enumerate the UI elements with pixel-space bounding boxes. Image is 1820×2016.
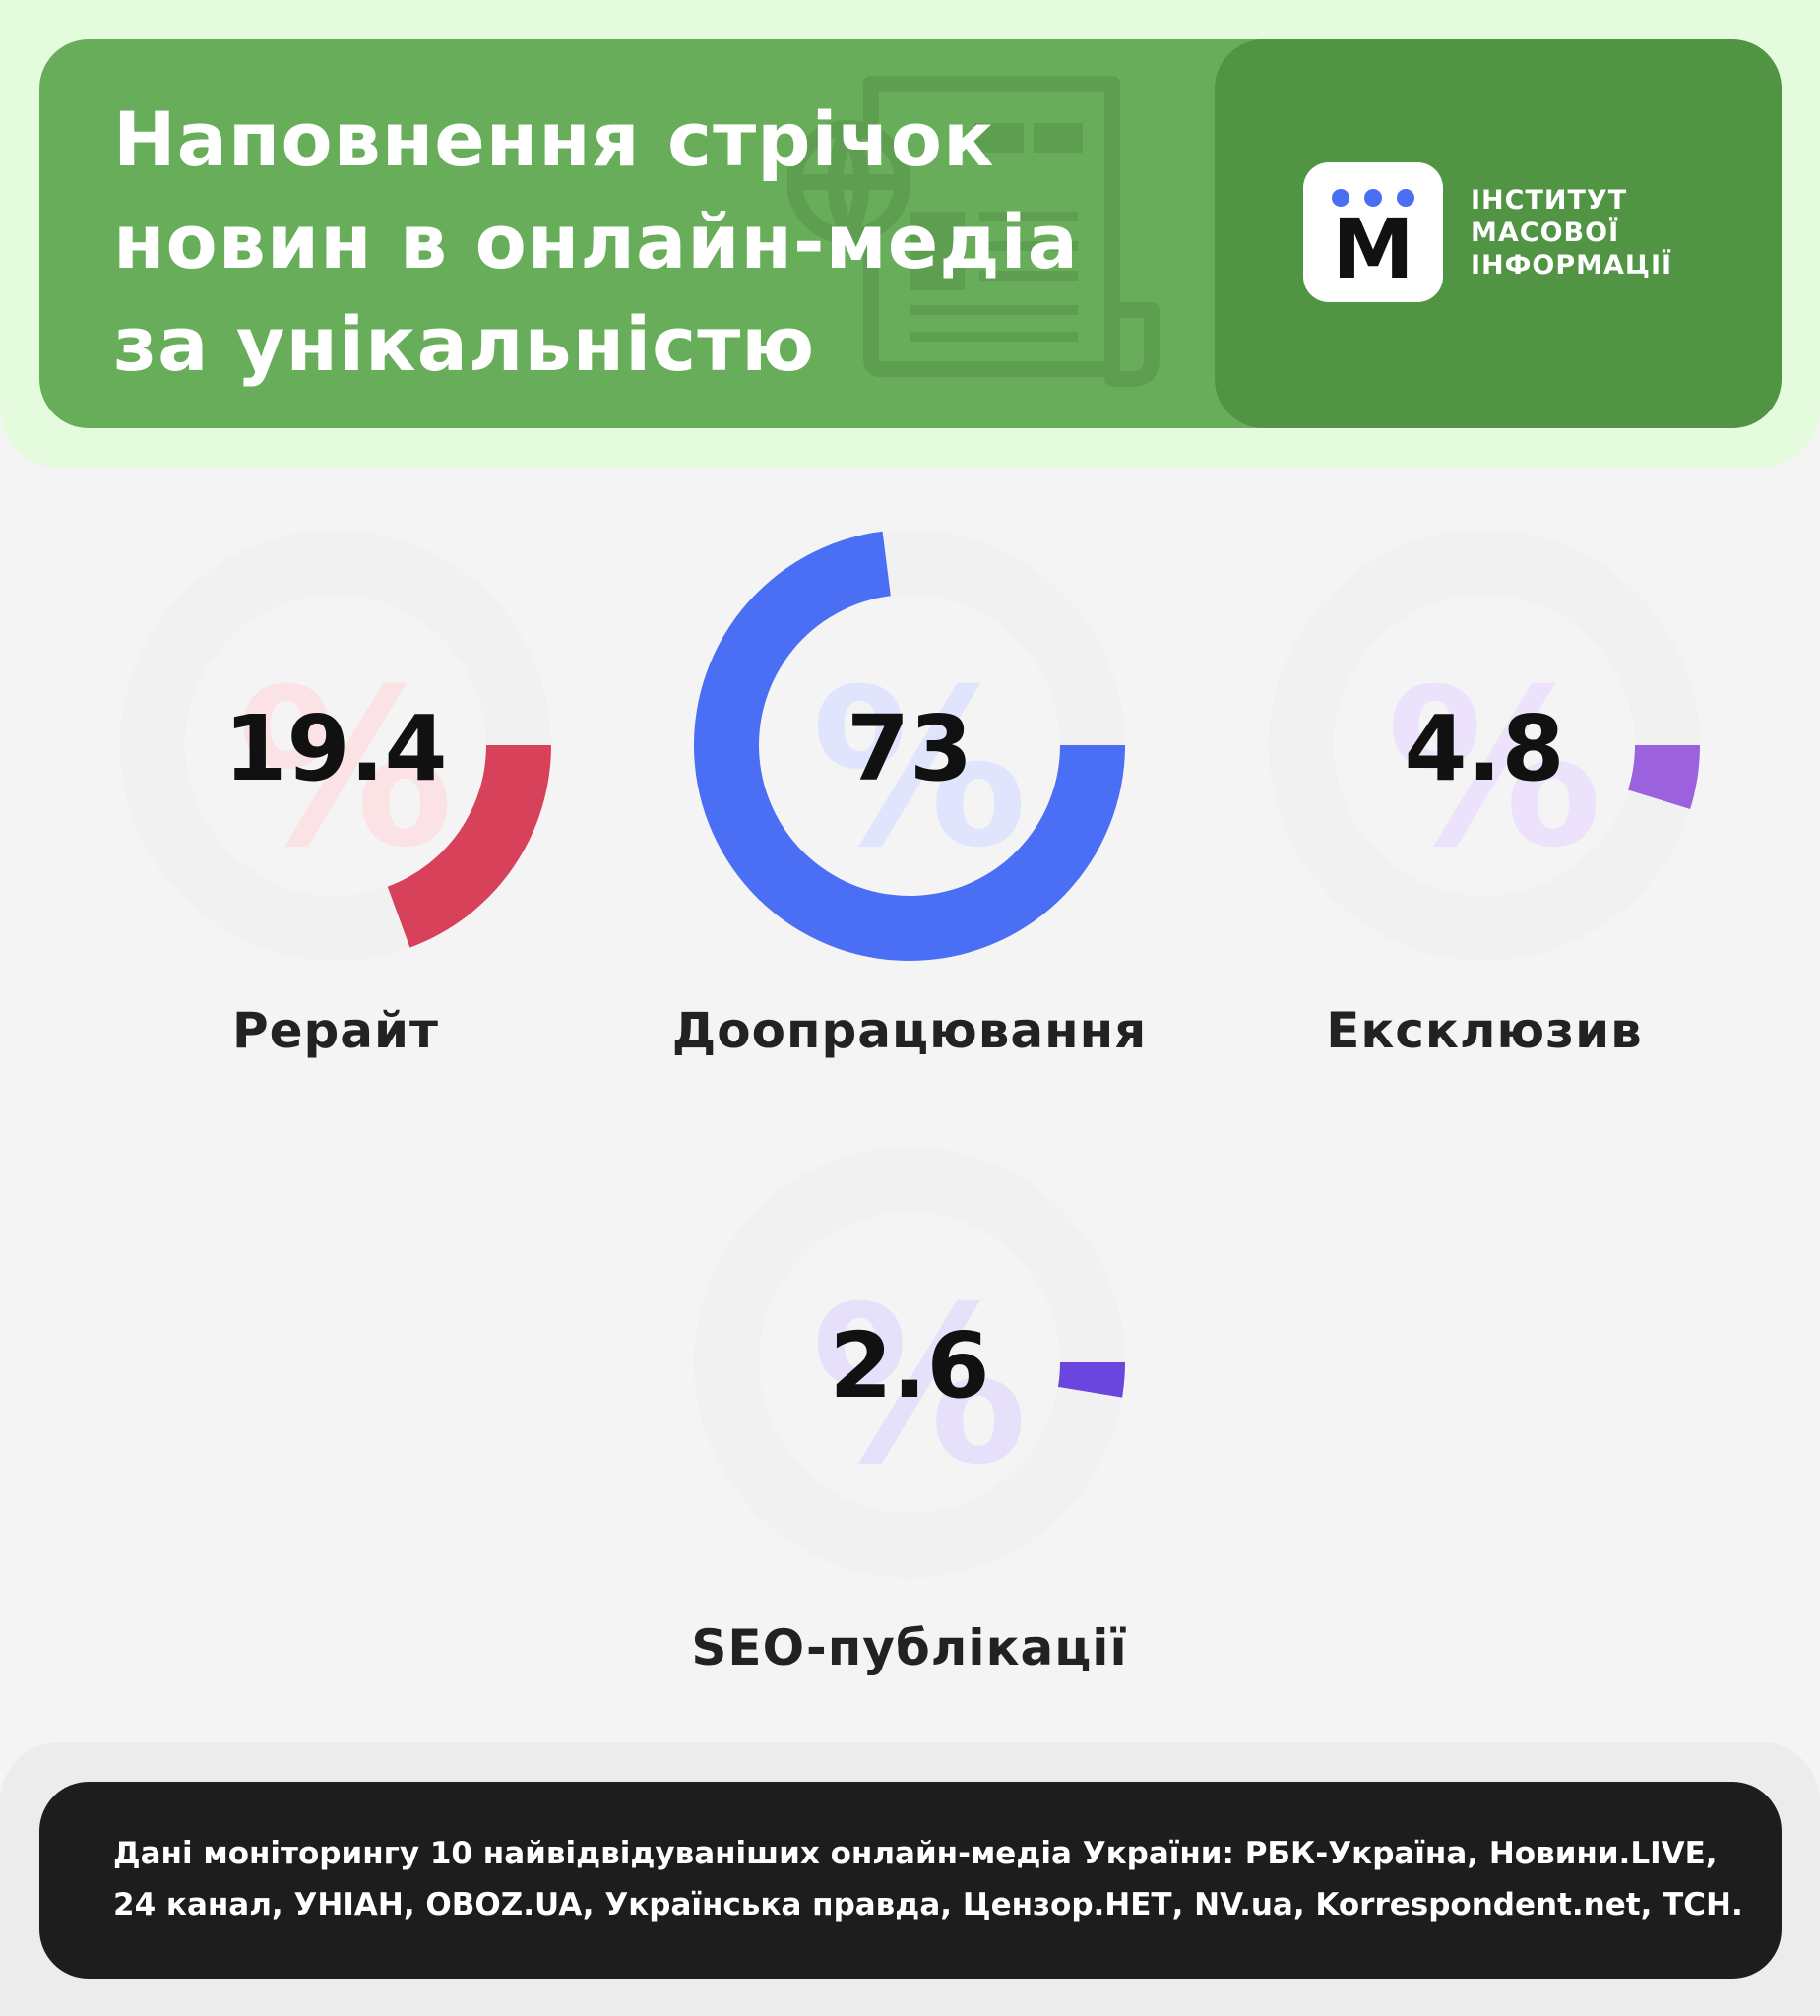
value-label: 19.4 bbox=[224, 696, 448, 801]
newspaper-globe-icon bbox=[787, 76, 1160, 387]
donut-segment bbox=[694, 531, 1125, 961]
footer-card: Дані моніторингу 10 найвідвідуваніших он… bbox=[39, 1782, 1782, 1979]
logo-dot bbox=[1364, 189, 1382, 207]
title-line: Наповнення стрічок bbox=[113, 95, 995, 183]
title-line: за унікальністю bbox=[113, 300, 816, 388]
logo-letter: M bbox=[1332, 201, 1414, 297]
donut-seo: %2.6 bbox=[694, 1147, 1125, 1578]
label-rewrite: Рерайт bbox=[231, 1002, 440, 1059]
label-seo: SEO-публікації bbox=[691, 1619, 1128, 1676]
logo-panel: M ІНСТИТУТ МАСОВОЇ ІНФОРМАЦІЇ bbox=[1215, 39, 1782, 428]
logo-text-line: ІНСТИТУТ bbox=[1471, 185, 1628, 216]
donut-refinement: %73 bbox=[694, 530, 1125, 961]
value-label: 73 bbox=[847, 696, 973, 801]
label-exclusive: Ексклюзив bbox=[1326, 1002, 1643, 1059]
donut-exclusive: %4.8 bbox=[1269, 530, 1700, 961]
percent-watermark: % bbox=[1386, 643, 1602, 895]
logo-dot bbox=[1397, 189, 1414, 207]
donut-segment bbox=[387, 745, 551, 948]
value-label: 4.8 bbox=[1405, 696, 1565, 801]
logo-text-line: ІНФОРМАЦІЇ bbox=[1471, 250, 1673, 281]
title-line: новин в онлайн-медіа bbox=[113, 198, 1079, 285]
percent-watermark: % bbox=[811, 643, 1028, 895]
header-card: Наповнення стрічок новин в онлайн-медіа … bbox=[39, 39, 1782, 428]
donut-segment bbox=[1628, 745, 1700, 810]
value-label: 2.6 bbox=[830, 1313, 990, 1418]
percent-watermark: % bbox=[811, 1260, 1028, 1512]
source-note-line: Дані моніторингу 10 найвідвідуваніших он… bbox=[113, 1836, 1718, 1871]
logo-mark: M bbox=[1303, 162, 1443, 302]
donut-charts: %19.4 %73 %4.8%2.6 bbox=[120, 530, 1700, 1578]
logo-text-line: МАСОВОЇ bbox=[1471, 218, 1620, 248]
logo-dot bbox=[1332, 189, 1349, 207]
percent-watermark: % bbox=[237, 643, 454, 895]
label-refinement: Доопрацювання bbox=[671, 1002, 1148, 1059]
logo-text: ІНСТИТУТ МАСОВОЇ ІНФОРМАЦІЇ bbox=[1471, 184, 1672, 282]
source-note: Дані моніторингу 10 найвідвідуваніших он… bbox=[113, 1828, 1747, 1930]
donut-segment bbox=[1057, 1362, 1125, 1398]
source-note-line: 24 канал, УНІАН, OBOZ.UA, Українська пра… bbox=[113, 1887, 1743, 1922]
donut-rewrite: %19.4 bbox=[120, 530, 551, 961]
page-title: Наповнення стрічок новин в онлайн-медіа … bbox=[113, 89, 1147, 396]
